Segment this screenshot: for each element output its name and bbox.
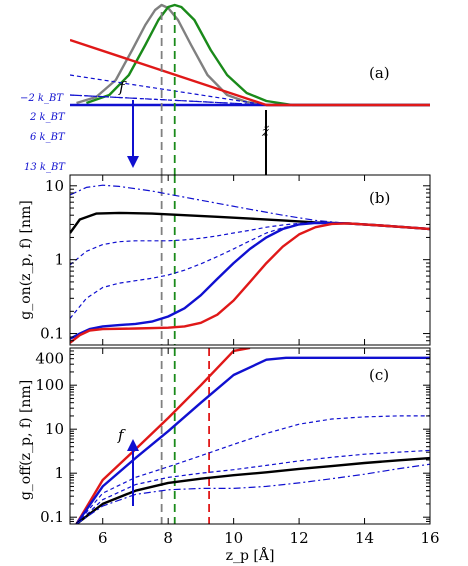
panel-b-ytick-label: 10 <box>45 177 64 195</box>
panel-c-xtick-label: 14 <box>355 529 374 547</box>
panel-c-xtick-label: 16 <box>420 529 439 547</box>
panel-a-series-0 <box>76 3 430 107</box>
panel-b-series-3 <box>70 222 430 319</box>
panel-c-xtick-label: 10 <box>224 529 243 547</box>
a-energy-label-1: 2 k_BT <box>29 112 66 123</box>
c-xlabel: z_p [Å] <box>226 546 275 564</box>
a-energy-label-0: −2 k_BT <box>20 93 64 104</box>
c-ylabel: g_off(z_p, f) [nm] <box>18 380 34 500</box>
panel-a-series-1 <box>86 3 430 107</box>
b-ylabel: g_on(z_p, f) [nm] <box>18 200 34 319</box>
panel-a-series-6 <box>70 38 430 107</box>
panel-b: 0.1 1 10 (b) g_on(z_p, f) [nm] <box>18 174 431 346</box>
panel-b-series-2 <box>70 221 430 266</box>
panel-c: 0.1 1 10 100 400 6 8 10 12 14 16 f (c) g_off(z_p, … <box>18 347 440 564</box>
panel-b-series-0 <box>70 211 430 234</box>
c-force-label: f <box>117 426 126 444</box>
a-panel-label: (a) <box>369 64 390 82</box>
panel-c-series-5 <box>76 463 430 524</box>
panel-c-xtick-label: 12 <box>290 529 309 547</box>
panel-c-xtick-label: 8 <box>163 529 173 547</box>
panel-c-series-3 <box>76 449 430 524</box>
panel-b-series-5 <box>70 222 430 344</box>
a-force-label: f <box>118 78 127 96</box>
panel-c-ytick-label: 400 <box>35 350 64 368</box>
panel-c-series-4 <box>75 456 430 524</box>
b-panel-label: (b) <box>369 189 390 207</box>
panel-c-series-2 <box>76 415 430 524</box>
panel-a: z̃ f −2 k_BT 2 k_BT 6 k_BT 13 k_BT (a) <box>20 3 430 175</box>
panel-b-ytick-label: 0.1 <box>40 325 64 343</box>
panel-c-ytick-label: 0.1 <box>40 508 64 526</box>
panel-b-ytick-label: 1 <box>54 251 64 269</box>
a-energy-label-3: 13 k_BT <box>24 162 66 173</box>
a-energy-label-2: 6 k_BT <box>30 132 66 143</box>
panel-c-xtick-label: 6 <box>98 529 108 547</box>
panel-c-series-1 <box>75 356 430 524</box>
a-ztilde-label: z̃ <box>261 125 269 140</box>
c-panel-label: (c) <box>369 366 389 384</box>
panel-c-ytick-label: 10 <box>45 420 64 438</box>
panel-c-ytick-label: 100 <box>35 376 64 394</box>
panel-c-ytick-label: 1 <box>54 464 64 482</box>
